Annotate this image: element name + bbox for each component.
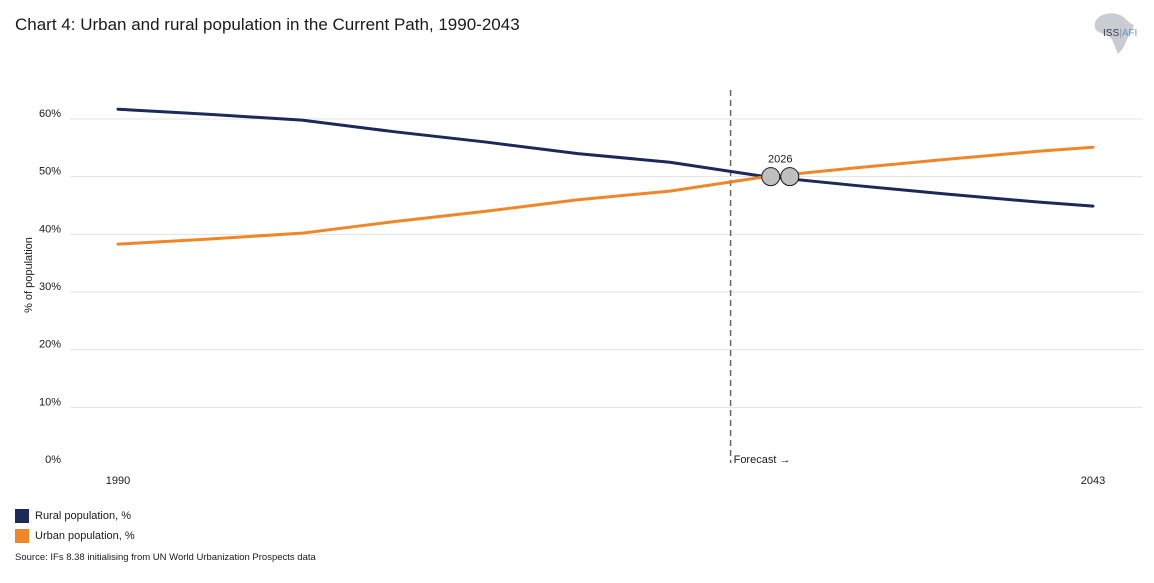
y-tick-label: 10% <box>39 396 61 408</box>
chart-title: Chart 4: Urban and rural population in t… <box>15 15 520 34</box>
legend-item-rural[interactable]: Rural population, % <box>15 506 135 526</box>
y-tick-label: 30% <box>39 281 61 293</box>
africa-map-icon <box>1094 13 1134 54</box>
series-line-rural[interactable] <box>116 107 1095 208</box>
logo-suffix: AFI <box>1121 28 1138 39</box>
forecast-label: Forecast → <box>734 454 791 466</box>
legend-swatch-urban <box>15 529 29 543</box>
crossover-marker-urban[interactable] <box>780 167 800 187</box>
y-axis-label: % of population <box>23 237 35 313</box>
crossover-marker-rural[interactable] <box>761 167 781 187</box>
x-tick-label: 1990 <box>106 475 130 487</box>
annotation-label: 2026 <box>768 154 792 166</box>
y-tick-label: 20% <box>39 339 61 351</box>
series-line-urban[interactable] <box>116 145 1095 246</box>
logo-text: ISS|AFI <box>1103 28 1138 39</box>
legend-item-urban[interactable]: Urban population, % <box>15 526 135 546</box>
legend-label-urban: Urban population, % <box>35 530 135 542</box>
y-tick-label: 0% <box>45 454 61 466</box>
legend: Rural population, % Urban population, % <box>15 506 135 546</box>
x-axis-ticks: 1990 2043 <box>106 475 1105 487</box>
source-note: Source: IFs 8.38 initialising from UN Wo… <box>15 552 316 563</box>
series-lines <box>116 107 1095 246</box>
legend-swatch-rural <box>15 509 29 523</box>
y-tick-label: 40% <box>39 223 61 235</box>
y-axis-ticks: 0% 10% 20% 30% 40% 50% 60% <box>39 108 61 466</box>
y-tick-label: 50% <box>39 166 61 178</box>
x-tick-label: 2043 <box>1081 475 1105 487</box>
y-tick-label: 60% <box>39 108 61 120</box>
legend-label-rural: Rural population, % <box>35 510 132 522</box>
crossover-markers <box>761 167 800 187</box>
grid-lines <box>70 118 1143 408</box>
logo-name: ISS <box>1103 28 1120 39</box>
